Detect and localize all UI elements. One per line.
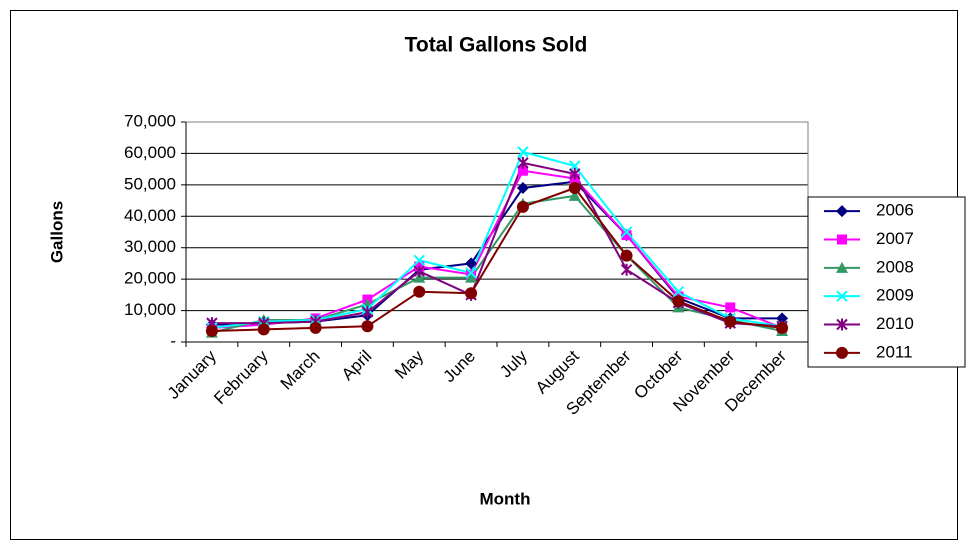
chart-title: Total Gallons Sold <box>405 34 588 57</box>
marker <box>672 295 685 308</box>
marker <box>724 315 737 328</box>
x-axis-label: Month <box>480 489 531 508</box>
marker <box>620 226 633 238</box>
marker <box>465 267 477 279</box>
marker <box>465 287 478 300</box>
marker <box>568 189 581 201</box>
marker <box>620 263 633 276</box>
y-axis-label: Gallons <box>47 201 66 263</box>
marker <box>465 257 478 270</box>
legend-label: 2006 <box>876 201 914 220</box>
marker <box>205 325 218 337</box>
y-tick-label: 20,000 <box>124 269 176 288</box>
marker <box>672 286 685 298</box>
series-line <box>211 150 783 329</box>
marker <box>517 156 529 169</box>
marker <box>465 271 478 283</box>
marker <box>836 290 848 302</box>
marker <box>569 167 581 180</box>
marker <box>517 165 528 176</box>
legend-label: 2008 <box>876 257 914 276</box>
y-tick-label: 30,000 <box>124 237 176 256</box>
marker <box>517 146 529 158</box>
marker <box>516 182 529 194</box>
legend-label: 2010 <box>876 314 914 333</box>
marker <box>361 320 374 333</box>
series-line <box>211 161 783 328</box>
y-tick-label: 10,000 <box>124 300 176 319</box>
legend-box <box>807 196 966 368</box>
marker <box>836 261 848 273</box>
marker <box>621 230 632 241</box>
marker <box>568 182 581 194</box>
y-tick-label: - <box>170 331 176 350</box>
y-tick-label: 50,000 <box>124 174 176 193</box>
marker <box>836 346 848 359</box>
marker <box>620 249 633 262</box>
marker <box>361 306 374 319</box>
legend-label: 2007 <box>876 229 914 248</box>
series-line <box>211 186 783 332</box>
y-tick-label: 60,000 <box>124 143 176 162</box>
marker <box>413 254 425 266</box>
marker <box>836 205 848 218</box>
marker <box>257 323 270 336</box>
marker <box>413 285 426 298</box>
legend-label: 2011 <box>876 342 913 361</box>
marker <box>725 302 736 313</box>
marker <box>309 321 322 334</box>
y-tick-label: 70,000 <box>124 111 176 130</box>
marker <box>516 200 529 213</box>
marker <box>413 265 425 278</box>
marker <box>837 234 847 245</box>
legend-label: 2009 <box>876 286 914 305</box>
marker <box>776 312 789 325</box>
y-tick-label: 40,000 <box>124 206 176 225</box>
chart-border <box>10 10 958 540</box>
marker <box>836 318 848 331</box>
marker <box>776 321 789 334</box>
